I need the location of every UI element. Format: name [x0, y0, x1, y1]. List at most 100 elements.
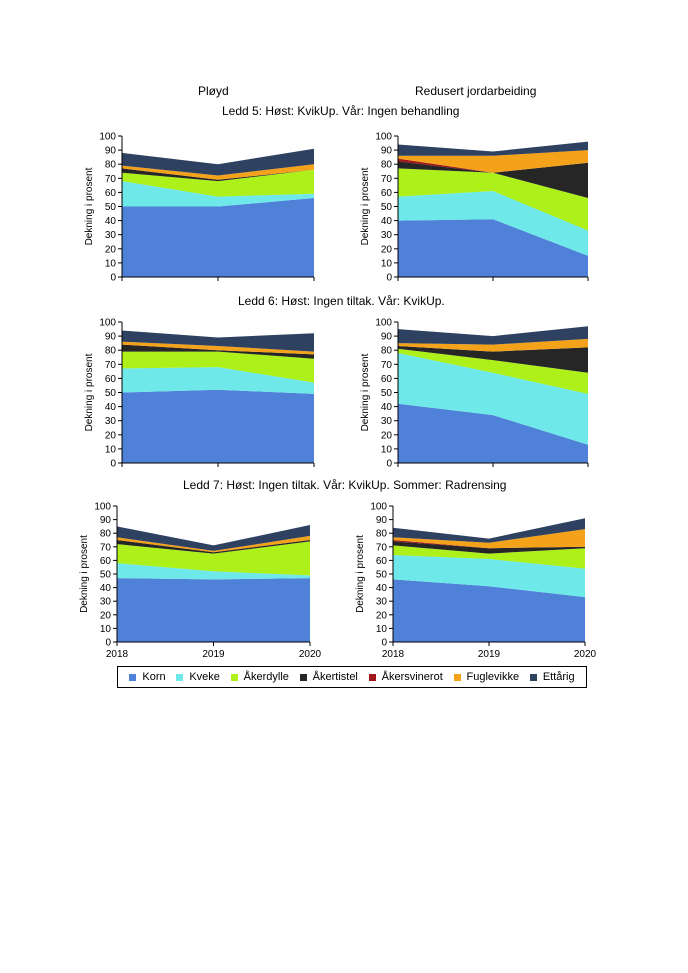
- y-tick-label: 40: [381, 216, 393, 227]
- area-series-korn: [398, 219, 588, 277]
- y-tick-label: 20: [381, 244, 393, 255]
- y-tick-label: 20: [376, 610, 388, 621]
- area-series-åkerdylle: [398, 168, 588, 231]
- area-series-korn: [117, 578, 310, 642]
- area-series-åkertistel: [122, 168, 314, 182]
- y-tick-label: 90: [100, 515, 112, 526]
- y-tick-label: 80: [105, 346, 117, 357]
- y-tick-label: 90: [376, 515, 388, 526]
- y-tick-label: 10: [381, 258, 393, 269]
- y-tick-label: 0: [110, 273, 116, 284]
- y-tick-label: 70: [376, 542, 388, 553]
- y-tick-label: 90: [105, 146, 117, 157]
- legend-label: Åkertistel: [312, 671, 358, 683]
- y-tick-label: 20: [105, 430, 117, 441]
- y-tick-label: 60: [381, 374, 393, 385]
- x-tick-label: 2019: [202, 649, 225, 660]
- y-tick-label: 20: [100, 610, 112, 621]
- y-tick-label: 40: [376, 583, 388, 594]
- ledd6-title: Ledd 6: Høst: Ingen tiltak. Vår: KvikUp.: [238, 294, 445, 308]
- y-tick-label: 30: [376, 597, 388, 608]
- legend-item-ettårig: Ettårig: [529, 671, 575, 683]
- area-chart-6: 0 10 20 30 40 50 60 70 80 90 100 2018 2019 2020 Deknin…: [355, 502, 597, 661]
- y-axis-label: Dekning i prosent: [360, 353, 371, 431]
- column-header-ployd: Pløyd: [198, 84, 229, 98]
- area-series-kveke: [398, 191, 588, 256]
- legend-item-kveke: Kveke: [176, 671, 220, 683]
- y-tick-label: 80: [381, 160, 393, 171]
- area-series-korn: [122, 198, 314, 277]
- area-series-kveke: [117, 563, 310, 580]
- y-tick-label: 80: [381, 346, 393, 357]
- y-tick-label: 10: [381, 444, 393, 455]
- area-series-fuglevikke: [398, 150, 588, 173]
- y-tick-label: 30: [381, 230, 393, 241]
- y-tick-label: 70: [381, 360, 393, 371]
- y-tick-label: 20: [105, 244, 117, 255]
- area-series-åkerdylle: [122, 351, 314, 383]
- area-chart-5: 0 10 20 30 40 50 60 70 80 90 100 2018 2019 2020 Deknin…: [79, 502, 322, 661]
- y-tick-label: 50: [381, 202, 393, 213]
- legend-item-åkerdylle: Åkerdylle: [230, 671, 289, 683]
- area-chart-3: 0 10 20 30 40 50 60 70 80 90 100 Dekning i prosent: [84, 318, 315, 470]
- y-axis-label: Dekning i prosent: [84, 353, 95, 431]
- y-axis-label: Dekning i prosent: [355, 535, 366, 613]
- y-tick-label: 40: [381, 402, 393, 413]
- y-tick-label: 0: [386, 459, 392, 470]
- y-tick-label: 70: [381, 174, 393, 185]
- y-tick-label: 50: [100, 570, 112, 581]
- area-series-ettårig: [122, 148, 314, 176]
- y-tick-label: 100: [375, 318, 392, 329]
- column-header-redusert: Redusert jordarbeiding: [415, 84, 537, 98]
- y-tick-label: 100: [375, 132, 392, 143]
- y-tick-label: 80: [376, 529, 388, 540]
- area-series-korn: [398, 403, 588, 463]
- y-tick-label: 20: [381, 430, 393, 441]
- legend-item-korn: Korn: [129, 671, 166, 683]
- y-tick-label: 50: [376, 570, 388, 581]
- legend-swatch: [453, 673, 461, 681]
- area-series-åkertistel: [393, 541, 585, 554]
- y-tick-label: 30: [100, 597, 112, 608]
- area-series-åkersvinerot: [398, 158, 588, 173]
- y-tick-label: 70: [105, 174, 117, 185]
- y-tick-label: 60: [105, 188, 117, 199]
- y-tick-label: 50: [381, 388, 393, 399]
- area-series-åkerdylle: [393, 545, 585, 569]
- area-series-korn: [122, 389, 314, 463]
- area-series-åkertistel: [122, 344, 314, 359]
- area-series-kveke: [122, 367, 314, 394]
- area-series-åkersvinerot: [393, 540, 585, 549]
- y-tick-label: 30: [105, 416, 117, 427]
- x-tick-label: 2020: [574, 649, 597, 660]
- area-chart-2: 0 10 20 30 40 50 60 70 80 90 100 Dekning i prosent: [360, 132, 589, 284]
- area-series-fuglevikke: [117, 535, 310, 553]
- y-tick-label: 90: [381, 332, 393, 343]
- area-series-ettårig: [117, 525, 310, 551]
- area-series-fuglevikke: [393, 529, 585, 549]
- area-series-ettårig: [393, 518, 585, 543]
- y-tick-label: 30: [105, 230, 117, 241]
- legend-item-åkersvinerot: Åkersvinerot: [368, 671, 443, 683]
- y-tick-label: 10: [105, 444, 117, 455]
- legend-item-åkertistel: Åkertistel: [299, 671, 358, 683]
- legend-label: Fuglevikke: [466, 671, 520, 683]
- y-axis-label: Dekning i prosent: [84, 167, 95, 245]
- y-tick-label: 100: [370, 502, 387, 513]
- y-tick-label: 40: [105, 216, 117, 227]
- y-tick-label: 40: [105, 402, 117, 413]
- legend-label: Åkerdylle: [243, 671, 289, 683]
- area-series-ettårig: [398, 326, 588, 345]
- legend-label: Korn: [142, 671, 166, 683]
- legend-swatch: [230, 673, 238, 681]
- y-tick-label: 0: [110, 459, 116, 470]
- legend-swatch: [529, 673, 537, 681]
- area-series-fuglevikke: [122, 341, 314, 355]
- legend-item-fuglevikke: Fuglevikke: [453, 671, 520, 683]
- area-series-ettårig: [398, 141, 588, 156]
- area-series-åkertistel: [398, 161, 588, 198]
- area-series-kveke: [122, 181, 314, 207]
- y-tick-label: 60: [381, 188, 393, 199]
- y-tick-label: 10: [105, 258, 117, 269]
